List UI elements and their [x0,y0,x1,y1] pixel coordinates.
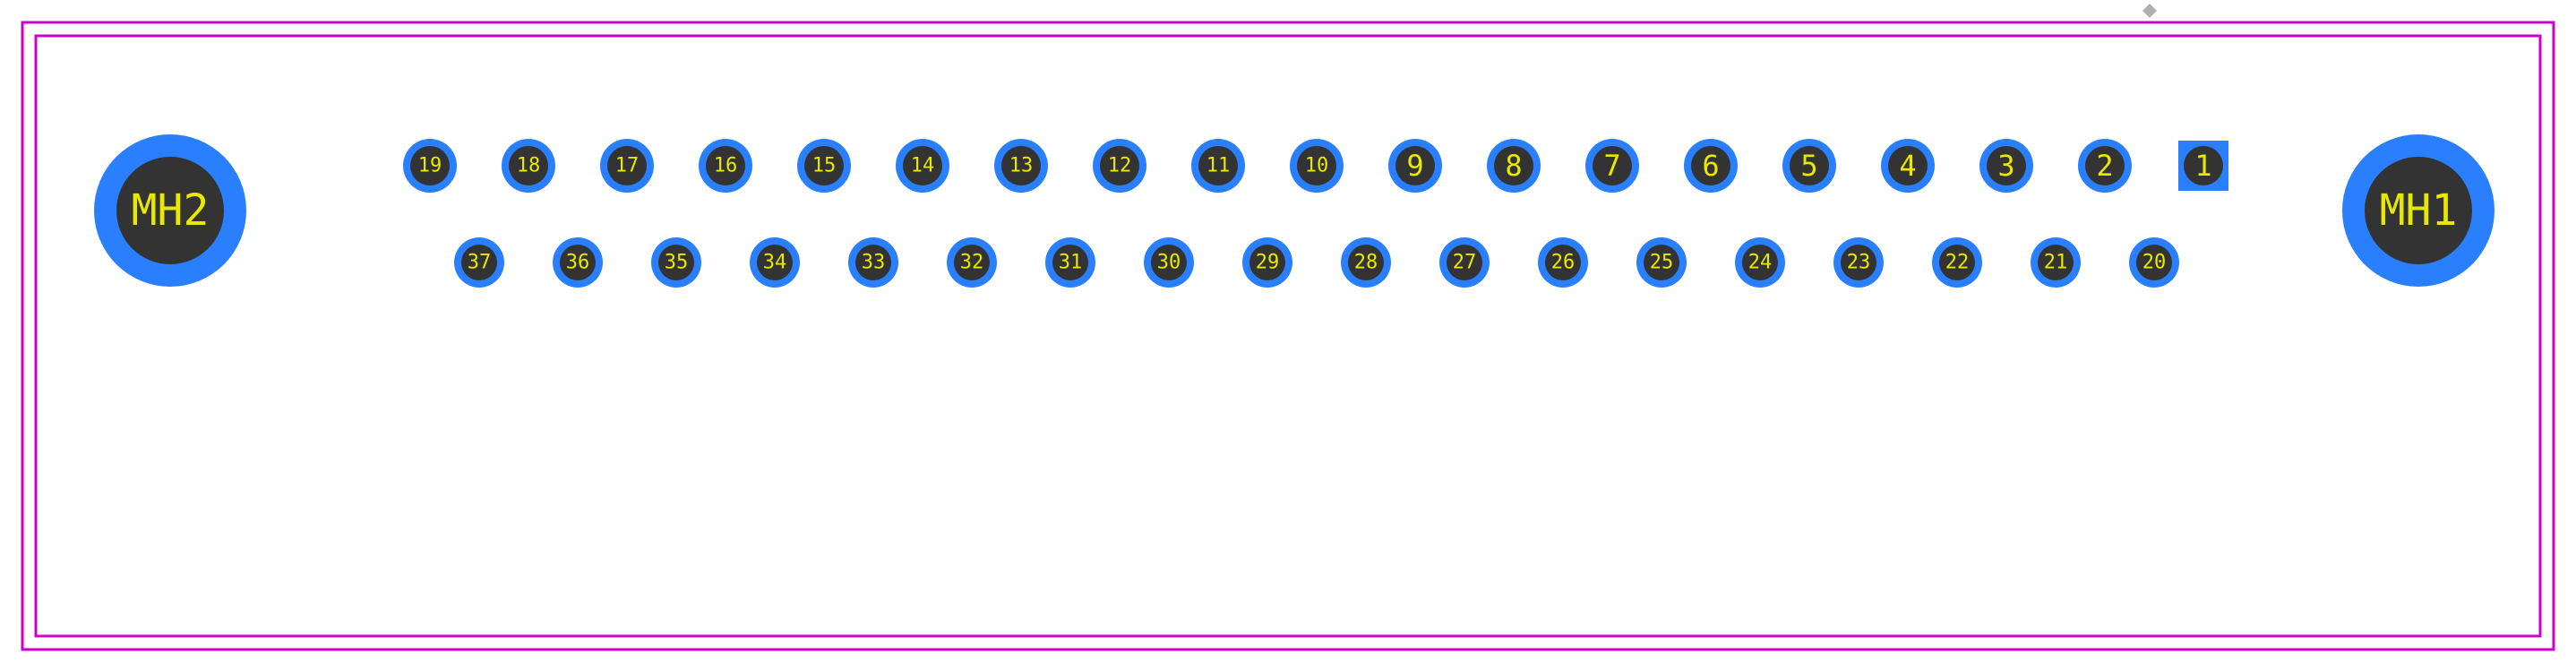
pin-32: 32 [947,237,997,288]
pin-label: 37 [468,252,492,274]
pin-label: 3 [1997,149,2014,183]
pin-34: 34 [750,237,800,288]
mounting-hole-mh2: MH2 [94,134,246,287]
pin-11: 11 [1191,139,1245,193]
pin-label: 12 [1108,155,1132,177]
pin-18: 18 [502,139,555,193]
pin-label: 29 [1256,252,1280,274]
pin-28: 28 [1341,237,1391,288]
pin-label: 8 [1505,149,1522,183]
pin-label: 32 [960,252,984,274]
pin-13: 13 [994,139,1048,193]
canvas-bg [0,0,2576,671]
pin-4: 4 [1881,139,1935,193]
pin-1: 1 [2178,141,2228,191]
pin-16: 16 [699,139,752,193]
pin-label: 15 [812,155,837,177]
pin-7: 7 [1585,139,1639,193]
pin-24: 24 [1735,237,1785,288]
mounting-hole-label: MH2 [132,185,210,236]
pin-label: 36 [566,252,590,274]
pin-label: 13 [1009,155,1034,177]
pin-31: 31 [1045,237,1095,288]
pin-label: 18 [517,155,541,177]
pin-33: 33 [848,237,898,288]
pin-label: 25 [1650,252,1674,274]
pin-27: 27 [1439,237,1490,288]
pin-23: 23 [1833,237,1884,288]
pin-17: 17 [600,139,654,193]
pin-label: 27 [1453,252,1477,274]
pin-14: 14 [896,139,949,193]
pin-label: 6 [1702,149,1719,183]
pin-label: 19 [418,155,442,177]
pin-30: 30 [1144,237,1194,288]
mounting-hole-mh1: MH1 [2342,134,2494,287]
pin-label: 24 [1748,252,1773,274]
pin-8: 8 [1487,139,1541,193]
pin-3: 3 [1979,139,2033,193]
pin-label: 22 [1945,252,1970,274]
pin-25: 25 [1636,237,1687,288]
pin-label: 21 [2044,252,2068,274]
pin-label: 1 [2194,149,2211,183]
pin-label: 9 [1406,149,1423,183]
pin-5: 5 [1782,139,1836,193]
pin-label: 26 [1551,252,1576,274]
pin-label: 5 [1800,149,1817,183]
pin-label: 33 [862,252,886,274]
pin-label: 11 [1206,155,1231,177]
pin-6: 6 [1684,139,1738,193]
pin-37: 37 [454,237,504,288]
pin-label: 35 [665,252,689,274]
pin-label: 10 [1305,155,1329,177]
mounting-hole-label: MH1 [2380,185,2458,236]
pin-9: 9 [1388,139,1442,193]
pin-26: 26 [1538,237,1588,288]
pin-19: 19 [403,139,457,193]
pin-22: 22 [1932,237,1982,288]
pin-21: 21 [2031,237,2081,288]
pin-label: 16 [714,155,738,177]
pin-label: 28 [1354,252,1378,274]
pin-15: 15 [797,139,851,193]
pin-label: 14 [911,155,935,177]
pin-35: 35 [651,237,701,288]
pin-label: 20 [2142,252,2167,274]
pin-2: 2 [2078,139,2132,193]
pin-12: 12 [1093,139,1146,193]
pin-label: 7 [1603,149,1620,183]
pin-label: 34 [763,252,787,274]
pin-36: 36 [553,237,603,288]
pin-29: 29 [1242,237,1292,288]
pin-10: 10 [1290,139,1344,193]
pin-label: 31 [1059,252,1083,274]
footprint-diagram: MH2MH11234567891011121314151617181920212… [0,0,2576,671]
pin-label: 4 [1899,149,1916,183]
pin-label: 2 [2096,149,2113,183]
pin-label: 23 [1847,252,1871,274]
pin-label: 30 [1157,252,1181,274]
pin-label: 17 [615,155,640,177]
pin-20: 20 [2129,237,2179,288]
